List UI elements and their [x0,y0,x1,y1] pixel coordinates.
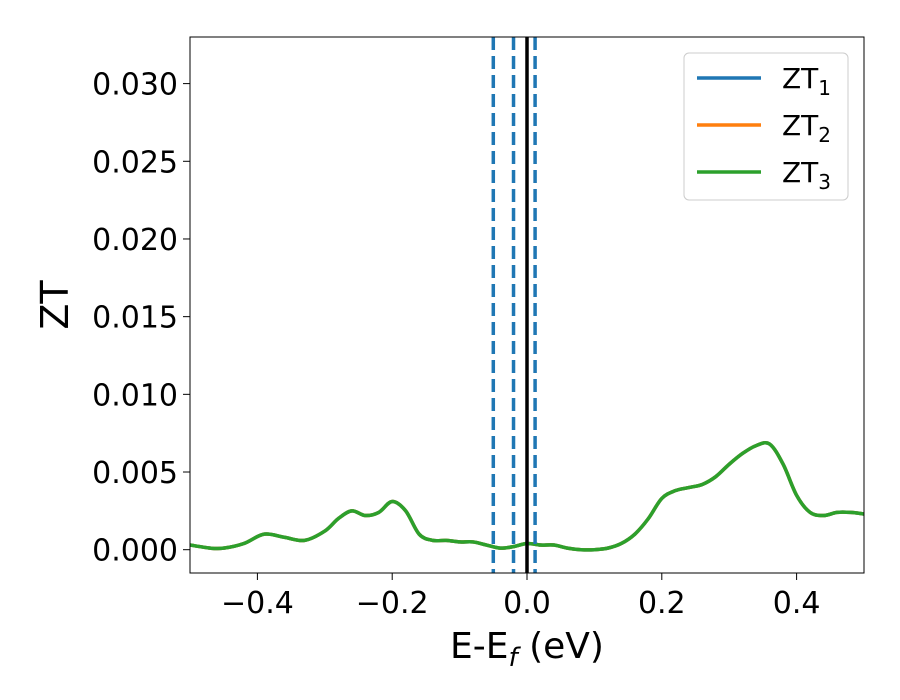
x-tick-label: 0.4 [773,586,821,621]
y-tick-label: 0.025 [92,145,178,180]
y-tick-label: 0.015 [92,301,178,336]
y-tick-label: 0.010 [92,378,178,413]
y-tick-label: 0.030 [92,68,178,103]
y-axis: 0.000 0.005 0.010 0.015 0.020 0.025 0.030 [92,68,190,569]
series-layer [190,441,864,552]
x-axis-label-unit: (eV) [518,626,604,667]
legend-label-3: ZT3 [782,156,831,194]
x-axis-label-main: E-E [450,626,508,667]
y-axis-label: ZT [33,280,77,330]
legend-label-2: ZT2 [782,109,831,147]
x-axis-label: E-Ef (eV) [450,626,604,673]
x-tick-label: 0.2 [638,586,686,621]
x-tick-label: −0.2 [356,586,429,621]
y-tick-label: 0.020 [92,223,178,258]
y-tick-label: 0.000 [92,534,178,569]
y-tick-label: 0.005 [92,456,178,491]
x-tick-label: −0.4 [221,586,294,621]
series-line-3 [190,441,864,552]
legend-box [683,52,849,201]
reference-lines [491,37,537,573]
legend: ZT1 ZT2 ZT3 [683,52,849,201]
legend-label-1: ZT1 [782,62,831,100]
x-axis: −0.4 −0.2 0.0 0.2 0.4 [221,573,820,621]
x-tick-label: 0.0 [503,586,551,621]
